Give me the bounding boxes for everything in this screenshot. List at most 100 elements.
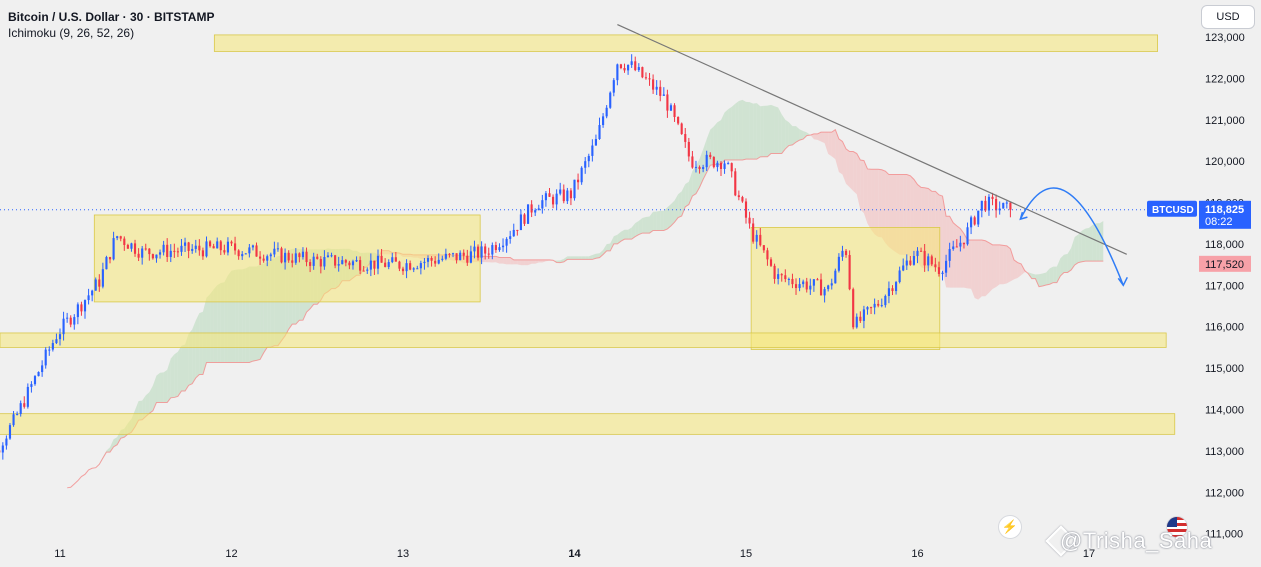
cloud-segment-bullish <box>156 372 161 403</box>
candle-body <box>634 61 637 71</box>
candle-down <box>80 301 83 316</box>
candle-body <box>830 283 833 286</box>
currency-button[interactable]: USD <box>1201 5 1255 29</box>
zones <box>0 34 1176 435</box>
candle-body <box>794 284 798 289</box>
price-axis: 111,000 112,000 113,000 114,000 115,000 116,0… <box>1205 32 1245 541</box>
candle-body <box>962 242 966 245</box>
candle-down <box>698 165 701 174</box>
candle-up <box>916 247 919 264</box>
candle-body <box>387 262 390 267</box>
cloud-segment-bearish <box>1013 259 1018 280</box>
candle-up <box>584 157 587 174</box>
candle-down <box>198 239 201 256</box>
candle-down <box>173 243 176 258</box>
cloud-segment-bullish <box>1056 258 1061 283</box>
candle-body <box>512 229 515 237</box>
candle-down <box>709 152 712 160</box>
candle-body <box>66 317 69 319</box>
candle-up <box>101 262 104 289</box>
candle-body <box>158 252 162 255</box>
candle-down <box>848 250 851 291</box>
candle-body <box>326 255 330 258</box>
candle-body <box>1009 202 1012 210</box>
candle-up <box>5 435 8 450</box>
candle-up <box>823 286 826 303</box>
candle-up <box>602 113 605 128</box>
current-price-label: 118,825 <box>1205 204 1244 216</box>
cloud-segment-bearish <box>978 240 982 300</box>
candle-body <box>805 281 808 290</box>
candle-down <box>652 74 655 94</box>
candle-up <box>376 249 380 275</box>
candle-down <box>462 249 465 260</box>
cloud-segment-bullish <box>774 106 779 154</box>
candle-up <box>812 278 815 292</box>
candle-body <box>669 105 673 111</box>
chart-legend: Bitcoin / U.S. Dollar · 30 · BITSTAMP Ic… <box>8 9 214 41</box>
candle-down <box>280 246 283 264</box>
cloud-segment-bullish <box>181 344 186 392</box>
cloud-segment-bullish <box>1067 247 1072 273</box>
candle-body <box>755 234 758 242</box>
cloud-segment-bearish <box>817 132 822 142</box>
us-flag-icon[interactable] <box>1166 516 1188 538</box>
time-axis-tick-label: 12 <box>225 548 237 560</box>
candle-body <box>198 245 201 251</box>
candle-down <box>551 194 555 209</box>
cloud-segment-bullish <box>678 191 682 218</box>
lightning-icon[interactable]: ⚡ <box>998 515 1022 539</box>
candle-up <box>669 103 673 112</box>
cloud-segment-bullish <box>163 369 168 403</box>
time-axis-tick-label: 17 <box>1083 548 1095 560</box>
cloud-segment-bullish <box>1074 234 1079 266</box>
cloud-segment-bullish <box>574 256 579 260</box>
candle-up <box>912 250 915 266</box>
candle-up <box>694 160 698 173</box>
cloud-segment-bullish <box>1078 230 1082 263</box>
symbol-title[interactable]: Bitcoin / U.S. Dollar · 30 · BITSTAMP <box>8 10 215 24</box>
candle-up <box>927 253 930 272</box>
cloud-segment-bullish <box>792 126 797 145</box>
candle-body <box>848 255 851 290</box>
candle-body <box>83 300 87 312</box>
candle-body <box>173 250 176 252</box>
candle-body <box>412 268 415 270</box>
cloud-segment-bearish <box>1010 248 1014 282</box>
candle-down <box>151 253 154 260</box>
candle-body <box>58 334 62 340</box>
candle-body <box>266 256 269 261</box>
cloud-segment-bearish <box>1003 245 1007 285</box>
candle-up <box>251 244 255 251</box>
candle-body <box>737 195 740 198</box>
cloud-segment-bearish <box>488 256 493 263</box>
candle-down <box>930 254 933 267</box>
candle-body <box>902 265 905 271</box>
candle-down <box>234 236 237 255</box>
indicator-label[interactable]: Ichimoku (9, 26, 52, 26) <box>8 26 135 40</box>
cloud-segment-bullish <box>592 253 596 260</box>
candle-up <box>30 381 33 393</box>
candle-body <box>537 208 540 211</box>
cloud-segment-bearish <box>878 169 882 238</box>
cloud-segment-bearish <box>481 256 486 263</box>
cloud-segment-bullish <box>1049 266 1054 285</box>
candle-up <box>998 201 1001 215</box>
candle-body <box>423 261 426 264</box>
candle-body <box>780 274 783 276</box>
cloud-segment-bullish <box>1099 220 1104 262</box>
candle-body <box>741 197 744 202</box>
candle-body <box>905 260 908 266</box>
candle-body <box>376 255 380 269</box>
candle-down <box>730 162 733 178</box>
candle-body <box>501 245 505 248</box>
cloud-segment-bullish <box>606 243 611 251</box>
candle-up <box>33 375 37 386</box>
cloud-segment-bearish <box>499 257 504 264</box>
candle-body <box>237 250 240 257</box>
candle-up <box>509 230 512 244</box>
candle-down <box>641 66 644 79</box>
candle-body <box>241 254 244 257</box>
candle-body <box>802 281 805 285</box>
